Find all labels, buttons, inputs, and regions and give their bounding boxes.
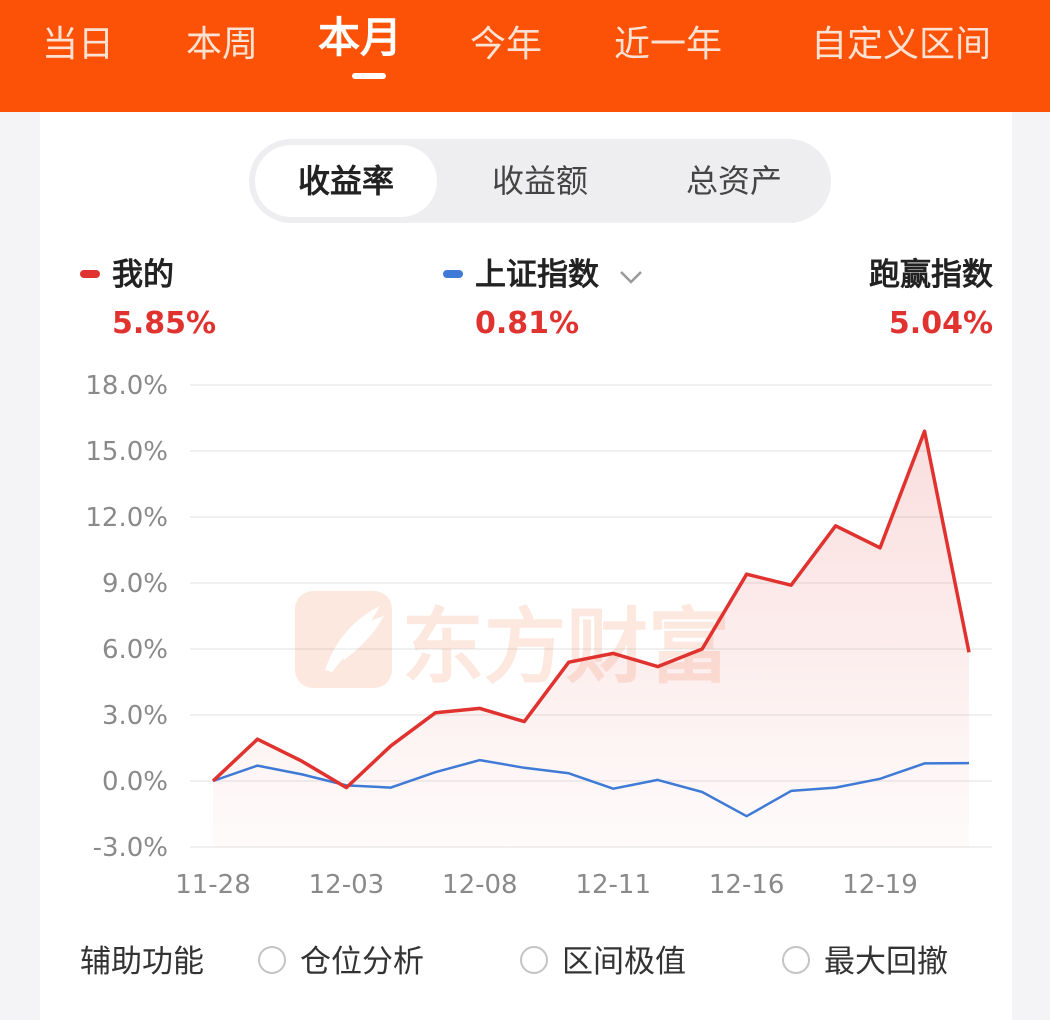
series-area-0: [213, 431, 969, 847]
y-tick-label: 9.0%: [102, 569, 168, 599]
radio-icon[interactable]: [258, 946, 286, 974]
segment-return-rate[interactable]: 收益率: [255, 145, 437, 217]
y-tick-label: 15.0%: [85, 437, 168, 467]
x-tick-label: 12-08: [442, 870, 518, 900]
y-tick-label: 0.0%: [102, 767, 168, 797]
x-tick-label: 12-11: [575, 870, 651, 900]
auxiliary-functions-title: 辅助功能: [80, 944, 204, 980]
x-tick-label: 12-19: [842, 870, 918, 900]
beat-index-value: 5.04%: [888, 306, 993, 341]
y-tick-label: 6.0%: [102, 635, 168, 665]
metric-segmented-control: 收益率 收益额 总资产: [249, 139, 831, 223]
position-analysis-label: 仓位分析: [300, 944, 424, 980]
tab-last-year[interactable]: 近一年: [614, 24, 723, 65]
mine-return-value: 5.85%: [112, 306, 217, 341]
mine-legend-marker: [80, 270, 100, 278]
tab-custom-range[interactable]: 自定义区间: [811, 24, 992, 65]
active-tab-indicator: [352, 73, 386, 79]
radio-icon[interactable]: [520, 946, 548, 974]
y-tick-label: -3.0%: [93, 833, 168, 863]
tab-this-year[interactable]: 今年: [470, 24, 543, 65]
x-tick-label: 12-03: [309, 870, 385, 900]
index-return-value: 0.81%: [475, 306, 580, 341]
x-tick-label: 11-28: [175, 870, 251, 900]
mine-legend-label: 我的: [112, 257, 174, 293]
chevron-down-icon: [619, 270, 642, 284]
mine-return-line: [211, 429, 971, 790]
index-legend-marker: [443, 270, 463, 278]
y-tick-label: 12.0%: [85, 503, 168, 533]
tab-today[interactable]: 当日: [42, 24, 115, 65]
index-selector[interactable]: 上证指数: [475, 256, 644, 294]
beat-index-label: 跑赢指数: [869, 257, 993, 293]
index-legend-label: 上证指数: [475, 257, 599, 293]
segment-total-assets[interactable]: 总资产: [685, 162, 782, 200]
period-tab-bar: 当日 本周 本月 今年 近一年 自定义区间: [0, 0, 1050, 112]
max-drawdown-label: 最大回撤: [824, 944, 948, 980]
watermark-logo-icon: [295, 591, 392, 688]
range-extremes-label: 区间极值: [562, 944, 686, 980]
segment-return-amount[interactable]: 收益额: [491, 162, 588, 200]
y-tick-label: 18.0%: [85, 371, 168, 401]
y-tick-label: 3.0%: [102, 701, 168, 731]
tab-this-week[interactable]: 本周: [186, 24, 259, 65]
radio-icon[interactable]: [782, 946, 810, 974]
tab-this-month[interactable]: 本月: [318, 13, 403, 62]
x-tick-label: 12-16: [709, 870, 785, 900]
